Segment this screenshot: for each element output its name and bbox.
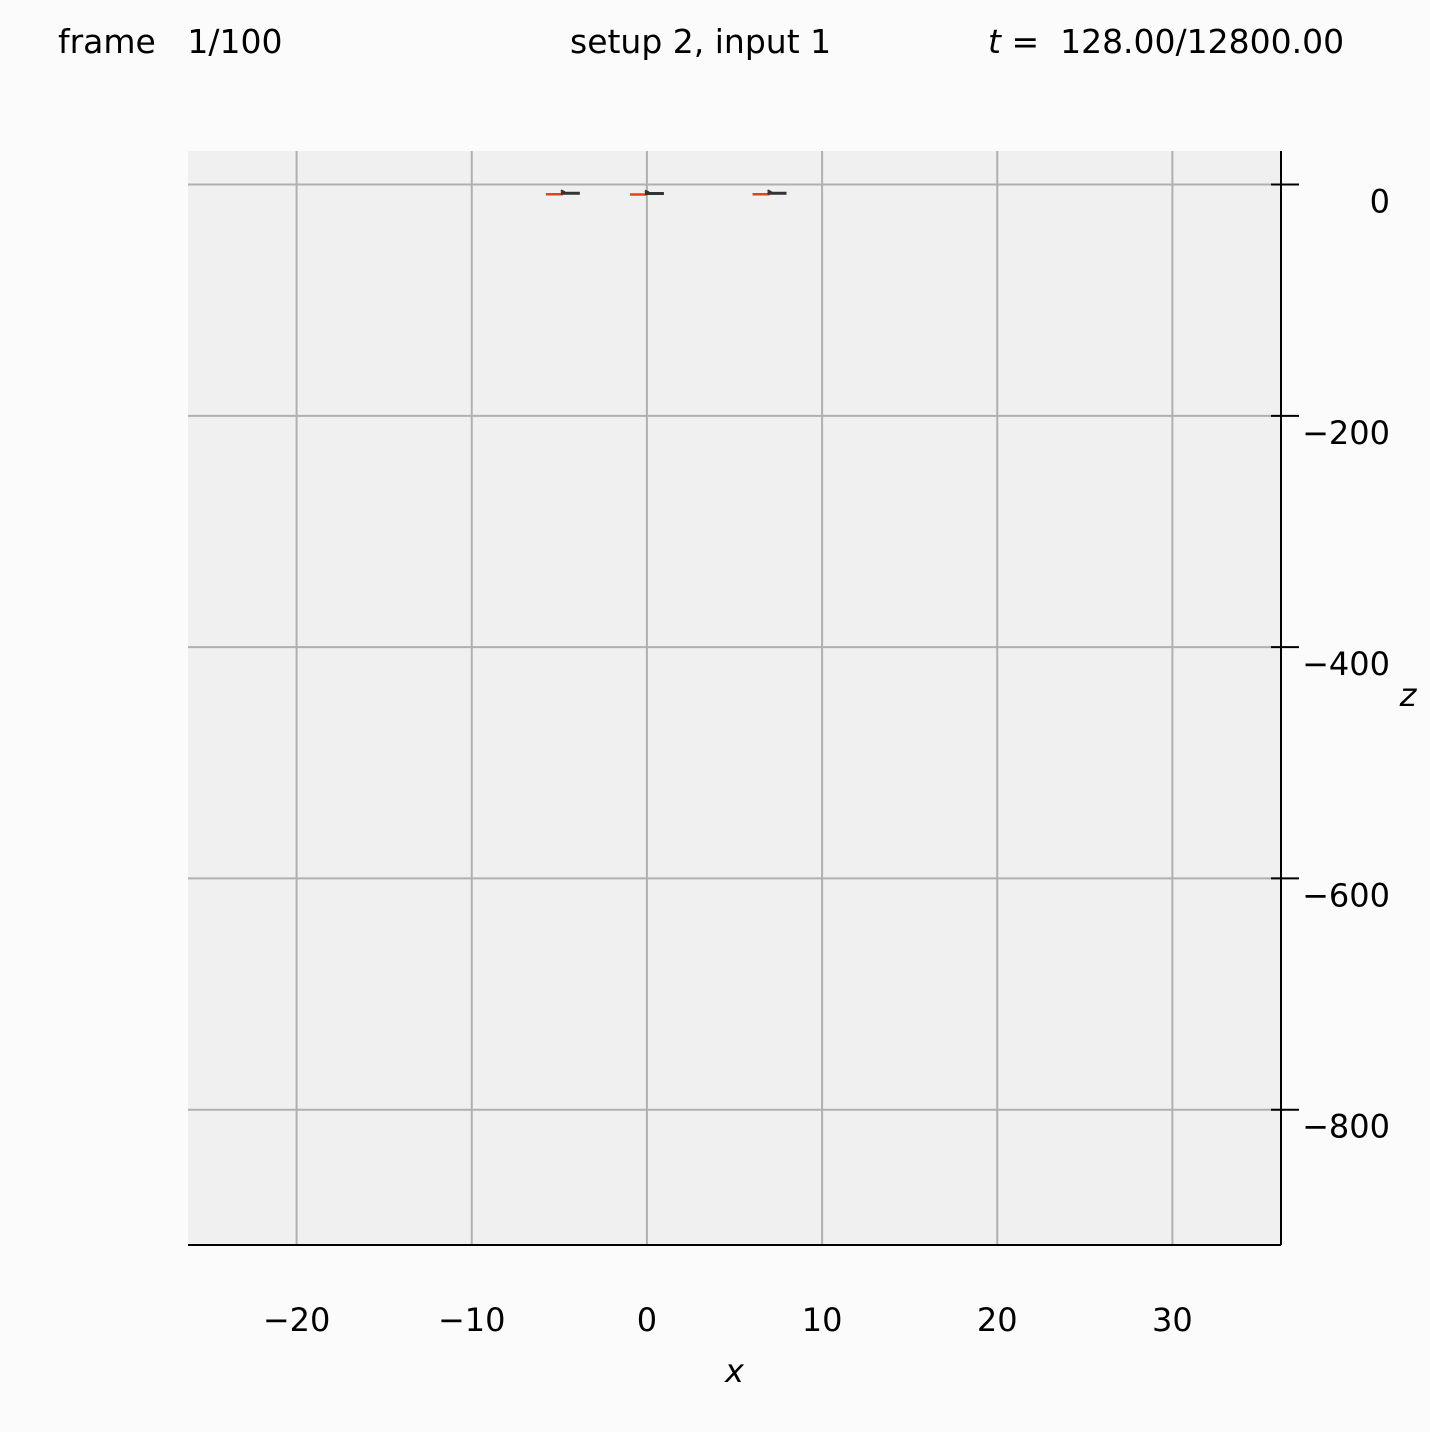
x-tick-label: 10 (802, 1301, 843, 1339)
swimmer-marker (545, 189, 580, 196)
setup-title: setup 2, input 1 (570, 22, 832, 61)
z-axis-label: z (1399, 676, 1418, 714)
swimmer-fin (560, 189, 566, 194)
swimmer-fin (767, 189, 772, 194)
x-tick-label: 30 (1152, 1301, 1193, 1339)
x-tick-label: 0 (637, 1301, 657, 1339)
x-axis-label: x (724, 1352, 745, 1390)
z-tick-label: −400 (1302, 645, 1390, 683)
time-readout: t = 128.00/12800.00 (988, 22, 1344, 61)
swimmer-marker (752, 189, 787, 196)
time-variable: t (988, 22, 1001, 61)
z-tick-label: −600 (1302, 876, 1390, 914)
axes (188, 151, 1299, 1246)
z-tick-label: 0 (1370, 183, 1390, 221)
swimmer-markers (545, 189, 787, 196)
frame-label: frame (58, 22, 156, 61)
plot-background (188, 151, 1281, 1245)
swimmer-marker (629, 189, 664, 196)
z-tick-label: −800 (1302, 1108, 1390, 1146)
frame-counter: frame 1/100 (58, 22, 282, 61)
swimmer-fin (644, 189, 650, 194)
x-tick-label: −10 (438, 1301, 506, 1339)
time-value: = 128.00/12800.00 (1000, 22, 1345, 61)
z-tick-label: −200 (1302, 414, 1390, 452)
x-tick-label: 20 (977, 1301, 1018, 1339)
grid-lines (188, 151, 1281, 1245)
frame-value: 1/100 (187, 22, 283, 61)
x-tick-label: −20 (263, 1301, 331, 1339)
